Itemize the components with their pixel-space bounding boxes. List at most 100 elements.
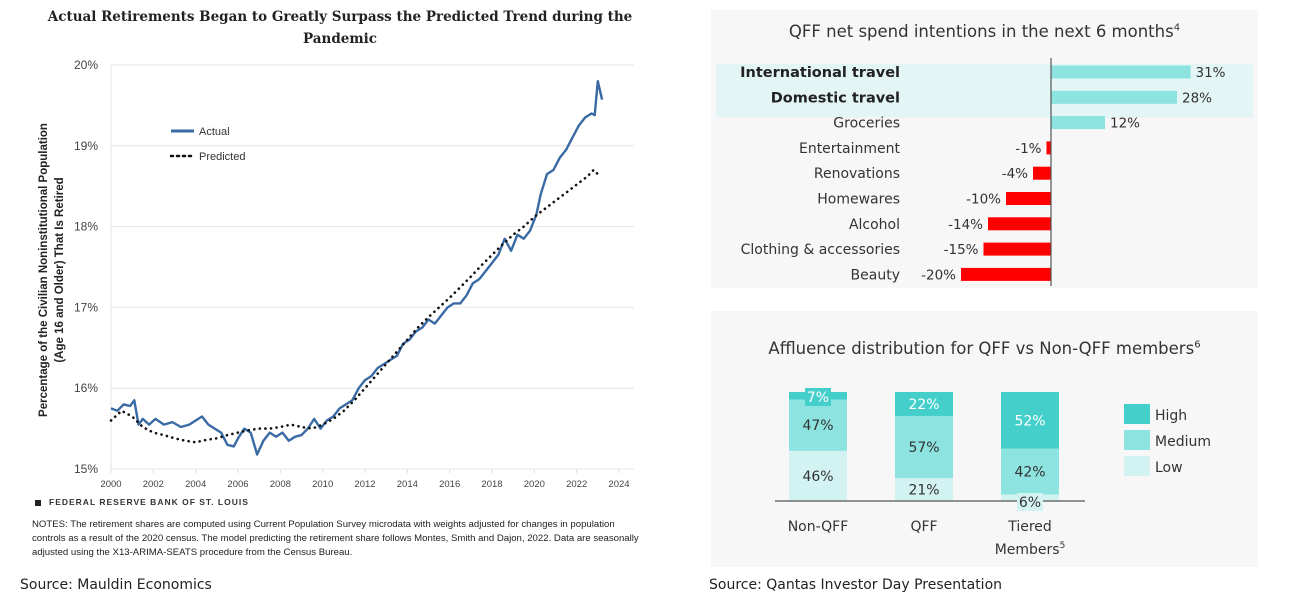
bar-beauty: [961, 267, 1051, 281]
category-label: Clothing & accessories: [741, 242, 900, 258]
segment-medium: [895, 415, 953, 479]
category-label: Domestic travel: [771, 90, 900, 106]
x-tick-label: 2012: [354, 479, 375, 490]
value-label: 31%: [1196, 65, 1226, 81]
segment-label: 21%: [908, 483, 939, 499]
value-label: -1%: [1015, 141, 1041, 157]
y-tick-label: 16%: [74, 381, 98, 395]
attribution: FEDERAL RESERVE BANK OF ST. LOUIS: [35, 497, 249, 507]
segment-label: 52%: [1014, 413, 1045, 429]
legend-swatch-high: [1124, 404, 1150, 424]
spend-title-footnote: 4: [1173, 22, 1181, 34]
segment-medium: [1001, 448, 1059, 495]
gridlines: [110, 64, 634, 473]
legend-actual-label: Actual: [199, 126, 230, 138]
x-tick-label: 2020: [524, 479, 545, 490]
category-label: Renovations: [814, 166, 900, 182]
source-right: Source: Qantas Investor Day Presentation: [709, 577, 1003, 593]
segment-label: 6%: [1019, 495, 1041, 511]
affluence-title-footnote: 6: [1194, 339, 1201, 351]
y-tick-label: 15%: [74, 462, 98, 476]
spend-chart-title: QFF net spend intentions in the next 6 m…: [711, 22, 1258, 41]
chart-notes: NOTES: The retirement shares are compute…: [32, 519, 639, 558]
value-labels: 31% 28% 12% -1% -4%-10% -14% -15% -20%: [921, 65, 1226, 283]
bar-renovations: [1033, 166, 1051, 180]
affluence-title-text: Affluence distribution for QFF vs Non-QF…: [768, 339, 1195, 358]
bar-international-travel: [1051, 65, 1191, 79]
x-tick-label: 2018: [481, 479, 502, 490]
legend-label-high: High: [1155, 408, 1187, 424]
value-label: -14%: [948, 217, 983, 233]
series-actual-line: [110, 79, 604, 456]
affluence-chart-title: Affluence distribution for QFF vs Non-QF…: [711, 339, 1258, 358]
line-chart-title: Actual Retirements Began to Greatly Surp…: [47, 9, 633, 47]
series-predicted-line: [109, 168, 600, 444]
value-label: -15%: [944, 242, 979, 258]
x-tick-label: 2022: [566, 479, 587, 490]
source-left: Source: Mauldin Economics: [20, 577, 212, 593]
segment-low: [789, 450, 847, 501]
label-callout-box: [805, 388, 831, 406]
series: [109, 79, 604, 456]
y-tick-label: 19%: [74, 139, 98, 153]
y-axis-label-line2: (Age 16 and Older) That Is Retired: [54, 177, 66, 362]
category-label: Alcohol: [849, 217, 900, 233]
x-tick-label: 2002: [143, 479, 164, 490]
segment-medium: [789, 399, 847, 451]
segment-label: 42%: [1014, 465, 1045, 481]
segment-label: 47%: [802, 418, 833, 434]
segment-high: [895, 392, 953, 416]
legend-swatch-medium: [1124, 430, 1150, 450]
category-label: International travel: [740, 65, 900, 81]
legend-label-low: Low: [1155, 460, 1183, 476]
x-tick-label: 2008: [270, 479, 291, 490]
value-label: -10%: [966, 192, 1001, 208]
x-tick-label: 2010: [312, 479, 333, 490]
segment-label: 46%: [802, 469, 833, 485]
legend-swatch-low: [1124, 456, 1150, 476]
bars: [961, 65, 1191, 281]
retirement-line-chart: 15%16%17%18%19%20% 2000 2002 2004 2006 2008 2…: [38, 58, 634, 490]
spend-intentions-panel: QFF net spend intentions in the next 6 m…: [711, 10, 1258, 288]
segment-label: 22%: [908, 397, 939, 413]
legend-predicted-label: Predicted: [199, 151, 245, 163]
category-label: QFF: [910, 519, 937, 535]
category-label: Homewares: [817, 192, 900, 208]
bar-entertainment: [1046, 141, 1051, 155]
category-label: Entertainment: [799, 141, 901, 157]
y-axis-label: Percentage of the Civilian Noninstitutio…: [38, 123, 66, 417]
attribution-text: FEDERAL RESERVE BANK OF ST. LOUIS: [49, 497, 249, 507]
bar-groceries: [1051, 116, 1105, 130]
segment-labels: 46% 47% 7% 21% 57% 22% 6% 42% 52%: [802, 388, 1046, 511]
value-label: 12%: [1110, 116, 1140, 132]
category-labels: International travel Domestic travel Groce…: [740, 65, 900, 283]
x-tick-label: 2004: [185, 479, 206, 490]
y-tick-label: 17%: [74, 300, 98, 314]
category-label-line2: Members5: [995, 541, 1066, 558]
x-tick-label: 2006: [227, 479, 248, 490]
bar-alcohol: [988, 217, 1051, 231]
segment-label: 7%: [807, 390, 829, 406]
x-tick-label: 2014: [397, 479, 418, 490]
y-tick-labels: 15% 16% 17% 18% 19% 20%: [74, 58, 98, 476]
x-tick-label: 2024: [608, 479, 629, 490]
spend-bar-chart: International travel Domestic travel Groce…: [716, 58, 1253, 286]
spend-title-text: QFF net spend intentions in the next 6 m…: [788, 22, 1174, 41]
label-callout-box: [1017, 493, 1043, 511]
segment-label: 57%: [908, 440, 939, 456]
affluence-stacked-chart: 46% 47% 7% 21% 57% 22% 6% 42% 52% Non-QFF QFF Tier…: [775, 388, 1211, 558]
value-label: -4%: [1002, 166, 1028, 182]
bar-clothing-accessories: [983, 242, 1051, 256]
segment-low: [895, 478, 953, 501]
category-label: Beauty: [851, 267, 900, 283]
category-label: Groceries: [833, 116, 900, 132]
legend: High Medium Low: [1124, 404, 1211, 476]
x-tick-label: 2000: [100, 479, 121, 490]
legend-label-medium: Medium: [1155, 434, 1211, 450]
x-tick-labels: 2000 2002 2004 2006 2008 2010 2012 2014 2016 2018…: [100, 479, 629, 490]
footnote-marker: 5: [1060, 541, 1066, 551]
x-tick-label: 2016: [439, 479, 460, 490]
y-tick-label: 20%: [74, 58, 98, 72]
value-label: -20%: [921, 267, 956, 283]
bar-domestic-travel: [1051, 90, 1177, 104]
